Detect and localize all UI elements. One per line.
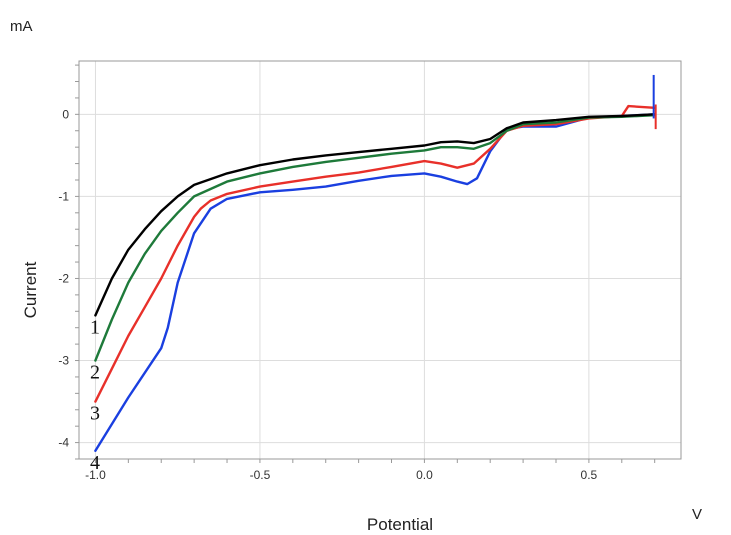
y-tick-label: -4 [58, 436, 69, 450]
series-layer [94, 74, 657, 452]
x-tick-label: 0.5 [581, 468, 598, 482]
series-2-line [94, 113, 656, 362]
series-1-label: 1 [90, 316, 100, 338]
series-1-line [94, 113, 656, 317]
x-tick-label: -1.0 [85, 468, 106, 482]
series-3-label: 3 [90, 403, 100, 425]
y-axis-title: Current [21, 261, 40, 318]
y-tick-labels: 0 -1 -2 -3 -4 [58, 107, 69, 449]
x-tick-labels: -1.0 -0.5 0.0 0.5 [85, 468, 597, 482]
y-tick-label: -2 [58, 271, 69, 285]
curve-labels: 1 2 3 4 [90, 316, 100, 473]
x-tick-label: -0.5 [250, 468, 271, 482]
y-tick-label: -1 [58, 189, 69, 203]
series-3-line [94, 104, 656, 403]
x-tick-label: 0.0 [416, 468, 433, 482]
x-unit-label: V [692, 506, 702, 523]
plot-frame [78, 60, 682, 460]
minor-ticks [75, 64, 656, 463]
y-tick-label: -3 [58, 354, 69, 368]
y-tick-label: 0 [62, 107, 69, 121]
y-unit-label: mA [10, 18, 33, 35]
series-2-label: 2 [90, 362, 100, 384]
x-axis-title: Potential [367, 515, 433, 534]
series-4-label: 4 [90, 452, 100, 474]
